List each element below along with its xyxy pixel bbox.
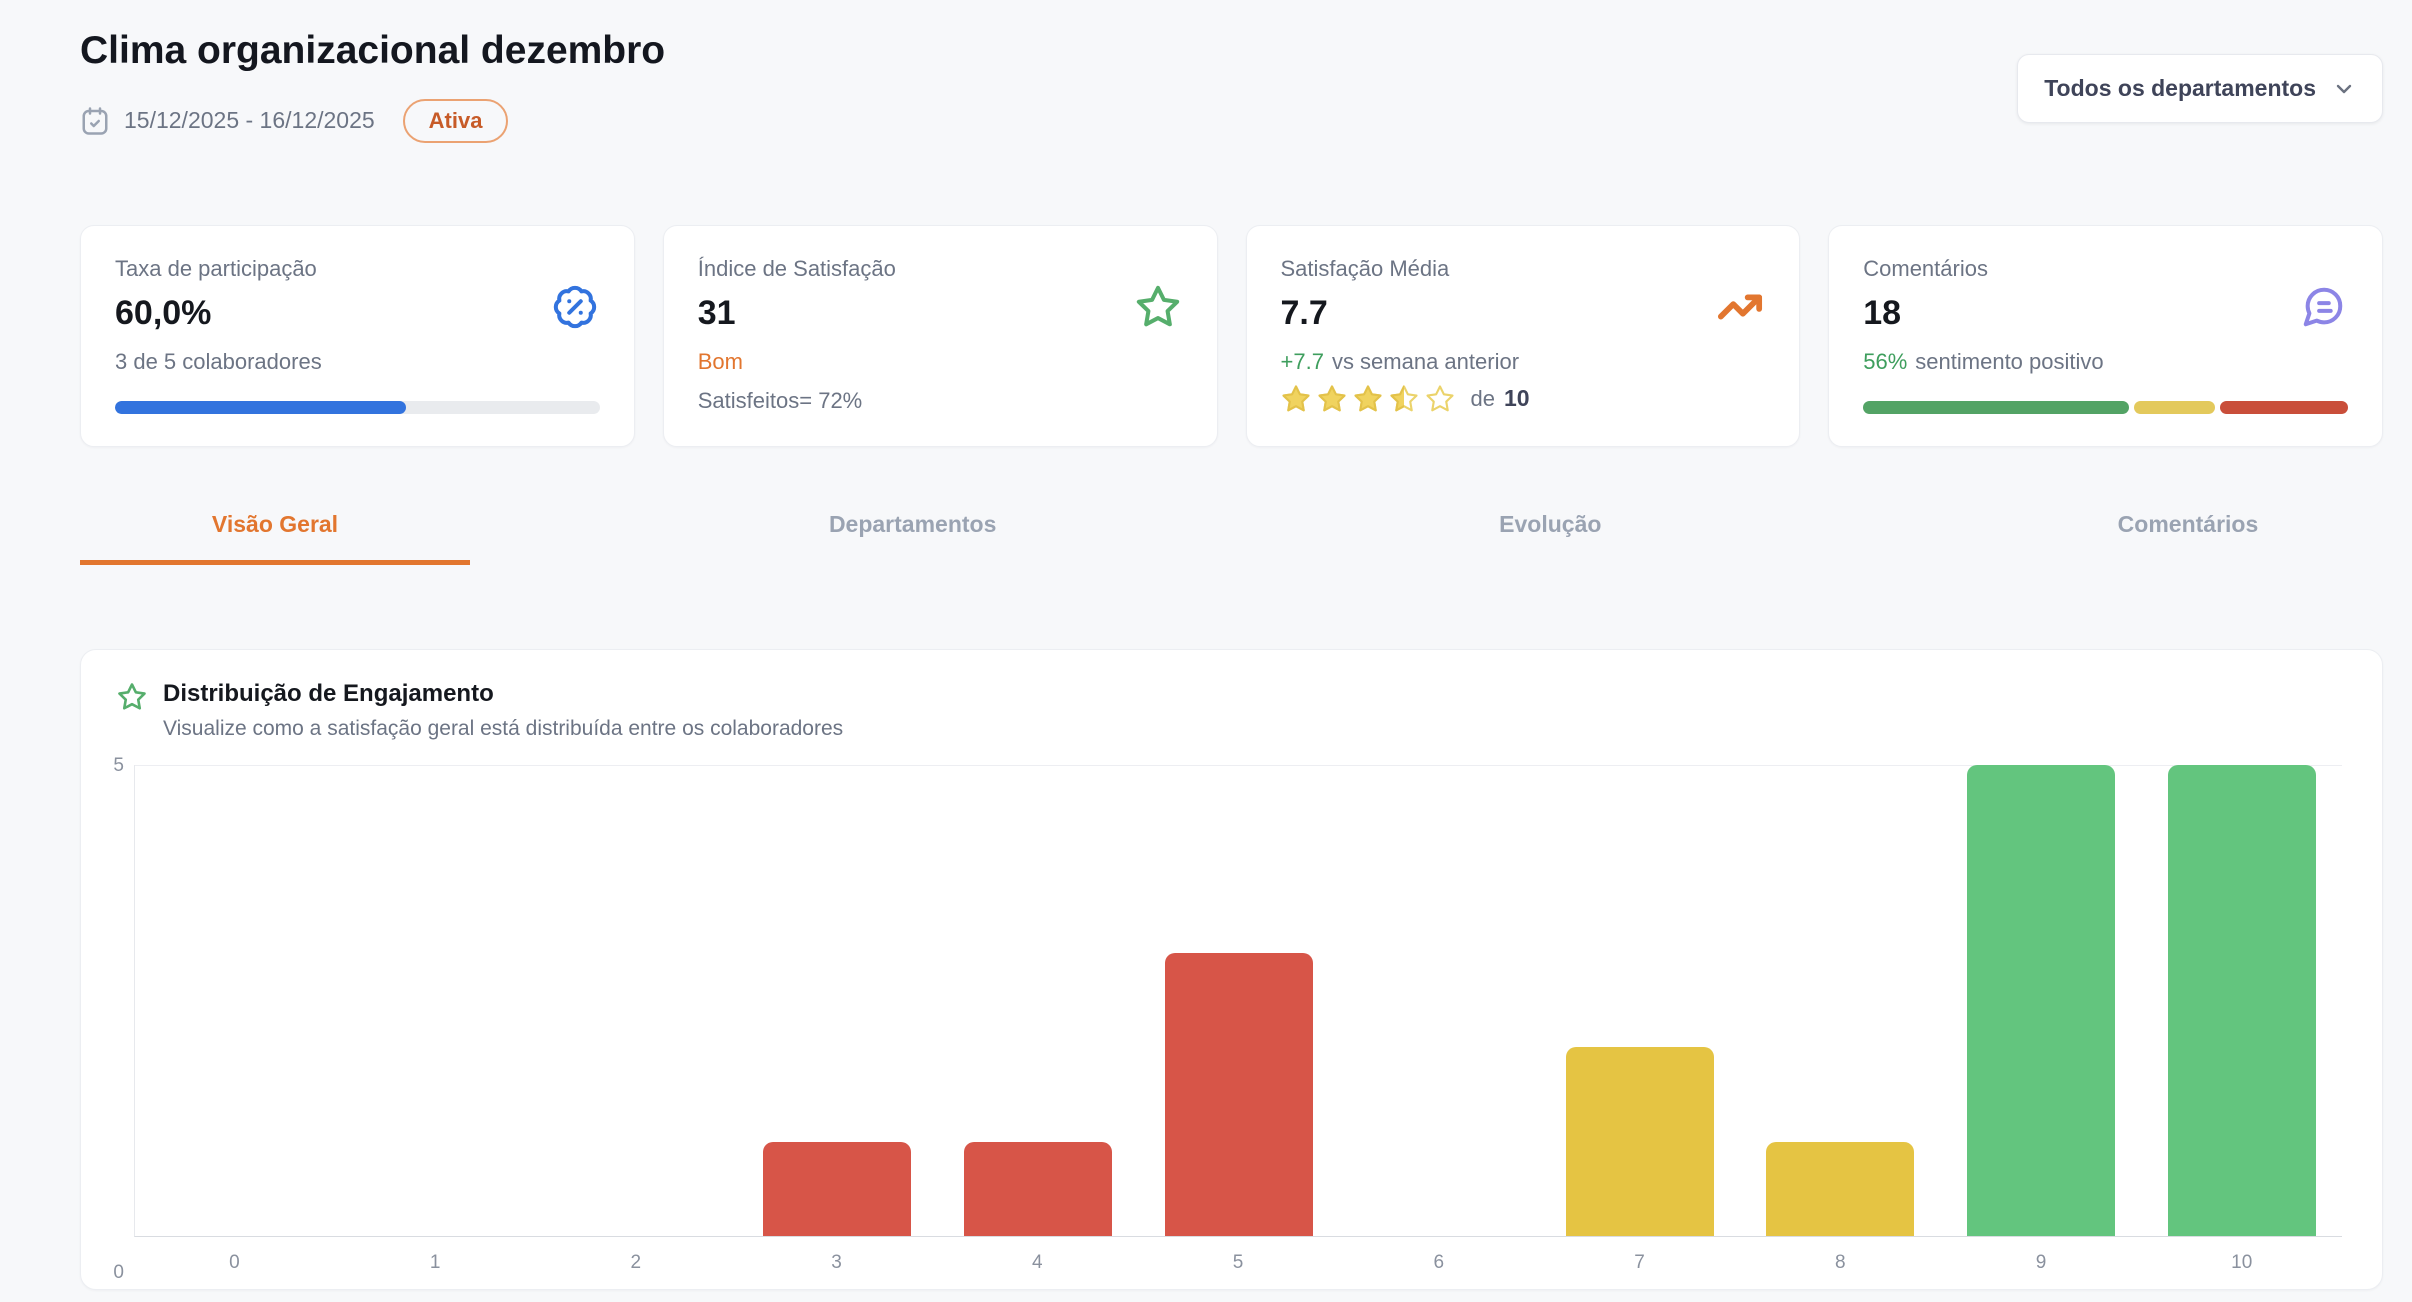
card-value: 31 <box>697 293 736 332</box>
stats-row: Taxa de participação 60,0% 3 de 5 colabo… <box>80 224 2383 447</box>
engagement-chart-card: Distribuição de Engajamento Visualize co… <box>80 648 2383 1290</box>
bar-category-9 <box>1967 764 2116 1236</box>
tab-comentarios[interactable]: Comentários <box>2117 510 2259 537</box>
sentiment-segment-negative <box>2219 400 2348 414</box>
star-filled-icon <box>1353 384 1383 414</box>
header-left: Clima organizacional dezembro 15/12/2025… <box>80 28 665 143</box>
x-tick-label: 6 <box>1433 1251 1445 1273</box>
chart-subtitle: Visualize como a satisfação geral está d… <box>163 716 844 740</box>
sentiment-segment-positive <box>1863 400 2130 414</box>
y-axis: 5 0 <box>105 755 134 1283</box>
satisfaction-index-footer: Satisfeitos= 72% <box>698 388 1183 414</box>
star-filled-icon <box>1317 384 1347 414</box>
chart-plot <box>134 764 2342 1237</box>
plot-wrap: 0 1 2 3 4 5 6 7 8 9 10 <box>134 764 2342 1274</box>
status-text: Bom <box>697 348 743 374</box>
satisfied-text: Satisfeitos= 72% <box>697 387 863 413</box>
x-tick-label: 5 <box>1232 1251 1244 1273</box>
x-tick-label: 8 <box>1834 1251 1846 1273</box>
card-label: Índice de Satisfação <box>697 255 896 281</box>
x-tick-label: 4 <box>1032 1251 1043 1273</box>
chevron-down-icon <box>2332 77 2356 101</box>
date-range: 15/12/2025 - 16/12/2025 <box>124 107 375 134</box>
star-rating <box>1281 384 1461 414</box>
card-value: 18 <box>1863 293 1902 332</box>
x-tick-label: 2 <box>630 1251 642 1273</box>
x-axis-labels: 0 1 2 3 4 5 6 7 8 9 10 <box>134 1252 2342 1274</box>
sentiment-suffix: sentimento positivo <box>1915 348 2104 374</box>
x-tick-label: 10 <box>2231 1251 2253 1273</box>
x-tick-label: 0 <box>229 1251 240 1273</box>
header: Clima organizacional dezembro 15/12/2025… <box>80 28 2383 143</box>
bar-category-4 <box>963 1141 1112 1236</box>
participation-progress-fill <box>115 400 406 414</box>
satisfaction-index-card: Índice de Satisfação 31 Bom Satisfeitos=… <box>662 224 1218 447</box>
tab-visao-geral[interactable]: Visão Geral <box>80 511 470 565</box>
participation-progress-track <box>115 400 600 414</box>
y-tick-label-min: 0 <box>113 1261 124 1283</box>
rating-footer: de 10 <box>1281 384 1766 414</box>
tab-evolucao[interactable]: Evolução <box>1499 510 1602 537</box>
chart-header-text: Distribuição de Engajamento Visualize co… <box>163 680 843 741</box>
delta-value: +7.7 <box>1280 348 1324 374</box>
sentiment-segment-neutral <box>2134 400 2215 414</box>
bar-category-10 <box>2167 764 2316 1236</box>
card-value: 7.7 <box>1280 293 1328 332</box>
participation-card: Taxa de participação 60,0% 3 de 5 colabo… <box>80 224 635 447</box>
bar-category-8 <box>1766 1141 1915 1236</box>
star-half-icon <box>1389 384 1419 414</box>
chart-region: 5 0 0 1 2 3 4 5 6 7 8 9 10 <box>105 755 2342 1283</box>
bar-category-7 <box>1565 1047 1714 1236</box>
rating-total: 10 <box>1503 385 1530 412</box>
department-filter-value: Todos os departamentos <box>2044 75 2316 101</box>
bar-category-5 <box>1164 953 1313 1236</box>
comment-icon <box>2300 284 2346 330</box>
delta-suffix: vs semana anterior <box>1331 348 1520 374</box>
x-tick-label: 3 <box>831 1251 842 1273</box>
sentiment-bar <box>1863 400 2348 414</box>
sentiment-pct: 56% <box>1863 348 1908 374</box>
x-tick-label: 9 <box>2035 1251 2047 1273</box>
badge-percent-icon <box>552 284 598 330</box>
chart-header: Distribuição de Engajamento Visualize co… <box>105 680 2342 741</box>
star-icon <box>1135 284 1181 330</box>
chart-title: Distribuição de Engajamento <box>163 679 494 707</box>
calendar-check-icon <box>80 106 110 136</box>
status-badge: Ativa <box>402 98 509 143</box>
date-row: 15/12/2025 - 16/12/2025 Ativa <box>80 98 665 143</box>
sentiment-row: 56% sentimento positivo <box>1863 349 2348 375</box>
trending-up-icon <box>1717 284 1763 330</box>
participation-footer <box>115 400 600 414</box>
card-label: Comentários <box>1863 255 1988 281</box>
tab-departamentos[interactable]: Departamentos <box>828 510 997 537</box>
card-label: Taxa de participação <box>115 255 317 281</box>
x-tick-label: 1 <box>429 1251 441 1273</box>
card-label: Satisfação Média <box>1280 255 1450 281</box>
department-filter-dropdown[interactable]: Todos os departamentos <box>2017 54 2383 123</box>
rating-prefix: de <box>1470 385 1495 411</box>
average-satisfaction-card: Satisfação Média 7.7 +7.7 vs semana anter… <box>1245 224 1801 447</box>
star-icon <box>117 682 147 712</box>
card-value: 60,0% <box>115 293 212 332</box>
page-title: Clima organizacional dezembro <box>80 29 666 72</box>
comments-footer <box>1863 400 2348 414</box>
delta-row: +7.7 vs semana anterior <box>1281 349 1766 375</box>
comments-card: Comentários 18 56% sentimento positivo <box>1828 224 2383 447</box>
star-empty-icon <box>1425 384 1455 414</box>
tab-bar: Visão Geral Departamentos Evolução Comentár… <box>80 511 2383 565</box>
card-subtitle: 3 de 5 colaboradores <box>115 348 322 374</box>
x-tick-label: 7 <box>1634 1251 1645 1273</box>
star-filled-icon <box>1281 384 1311 414</box>
y-tick-label-max: 5 <box>113 754 124 776</box>
bar-category-3 <box>763 1141 912 1236</box>
